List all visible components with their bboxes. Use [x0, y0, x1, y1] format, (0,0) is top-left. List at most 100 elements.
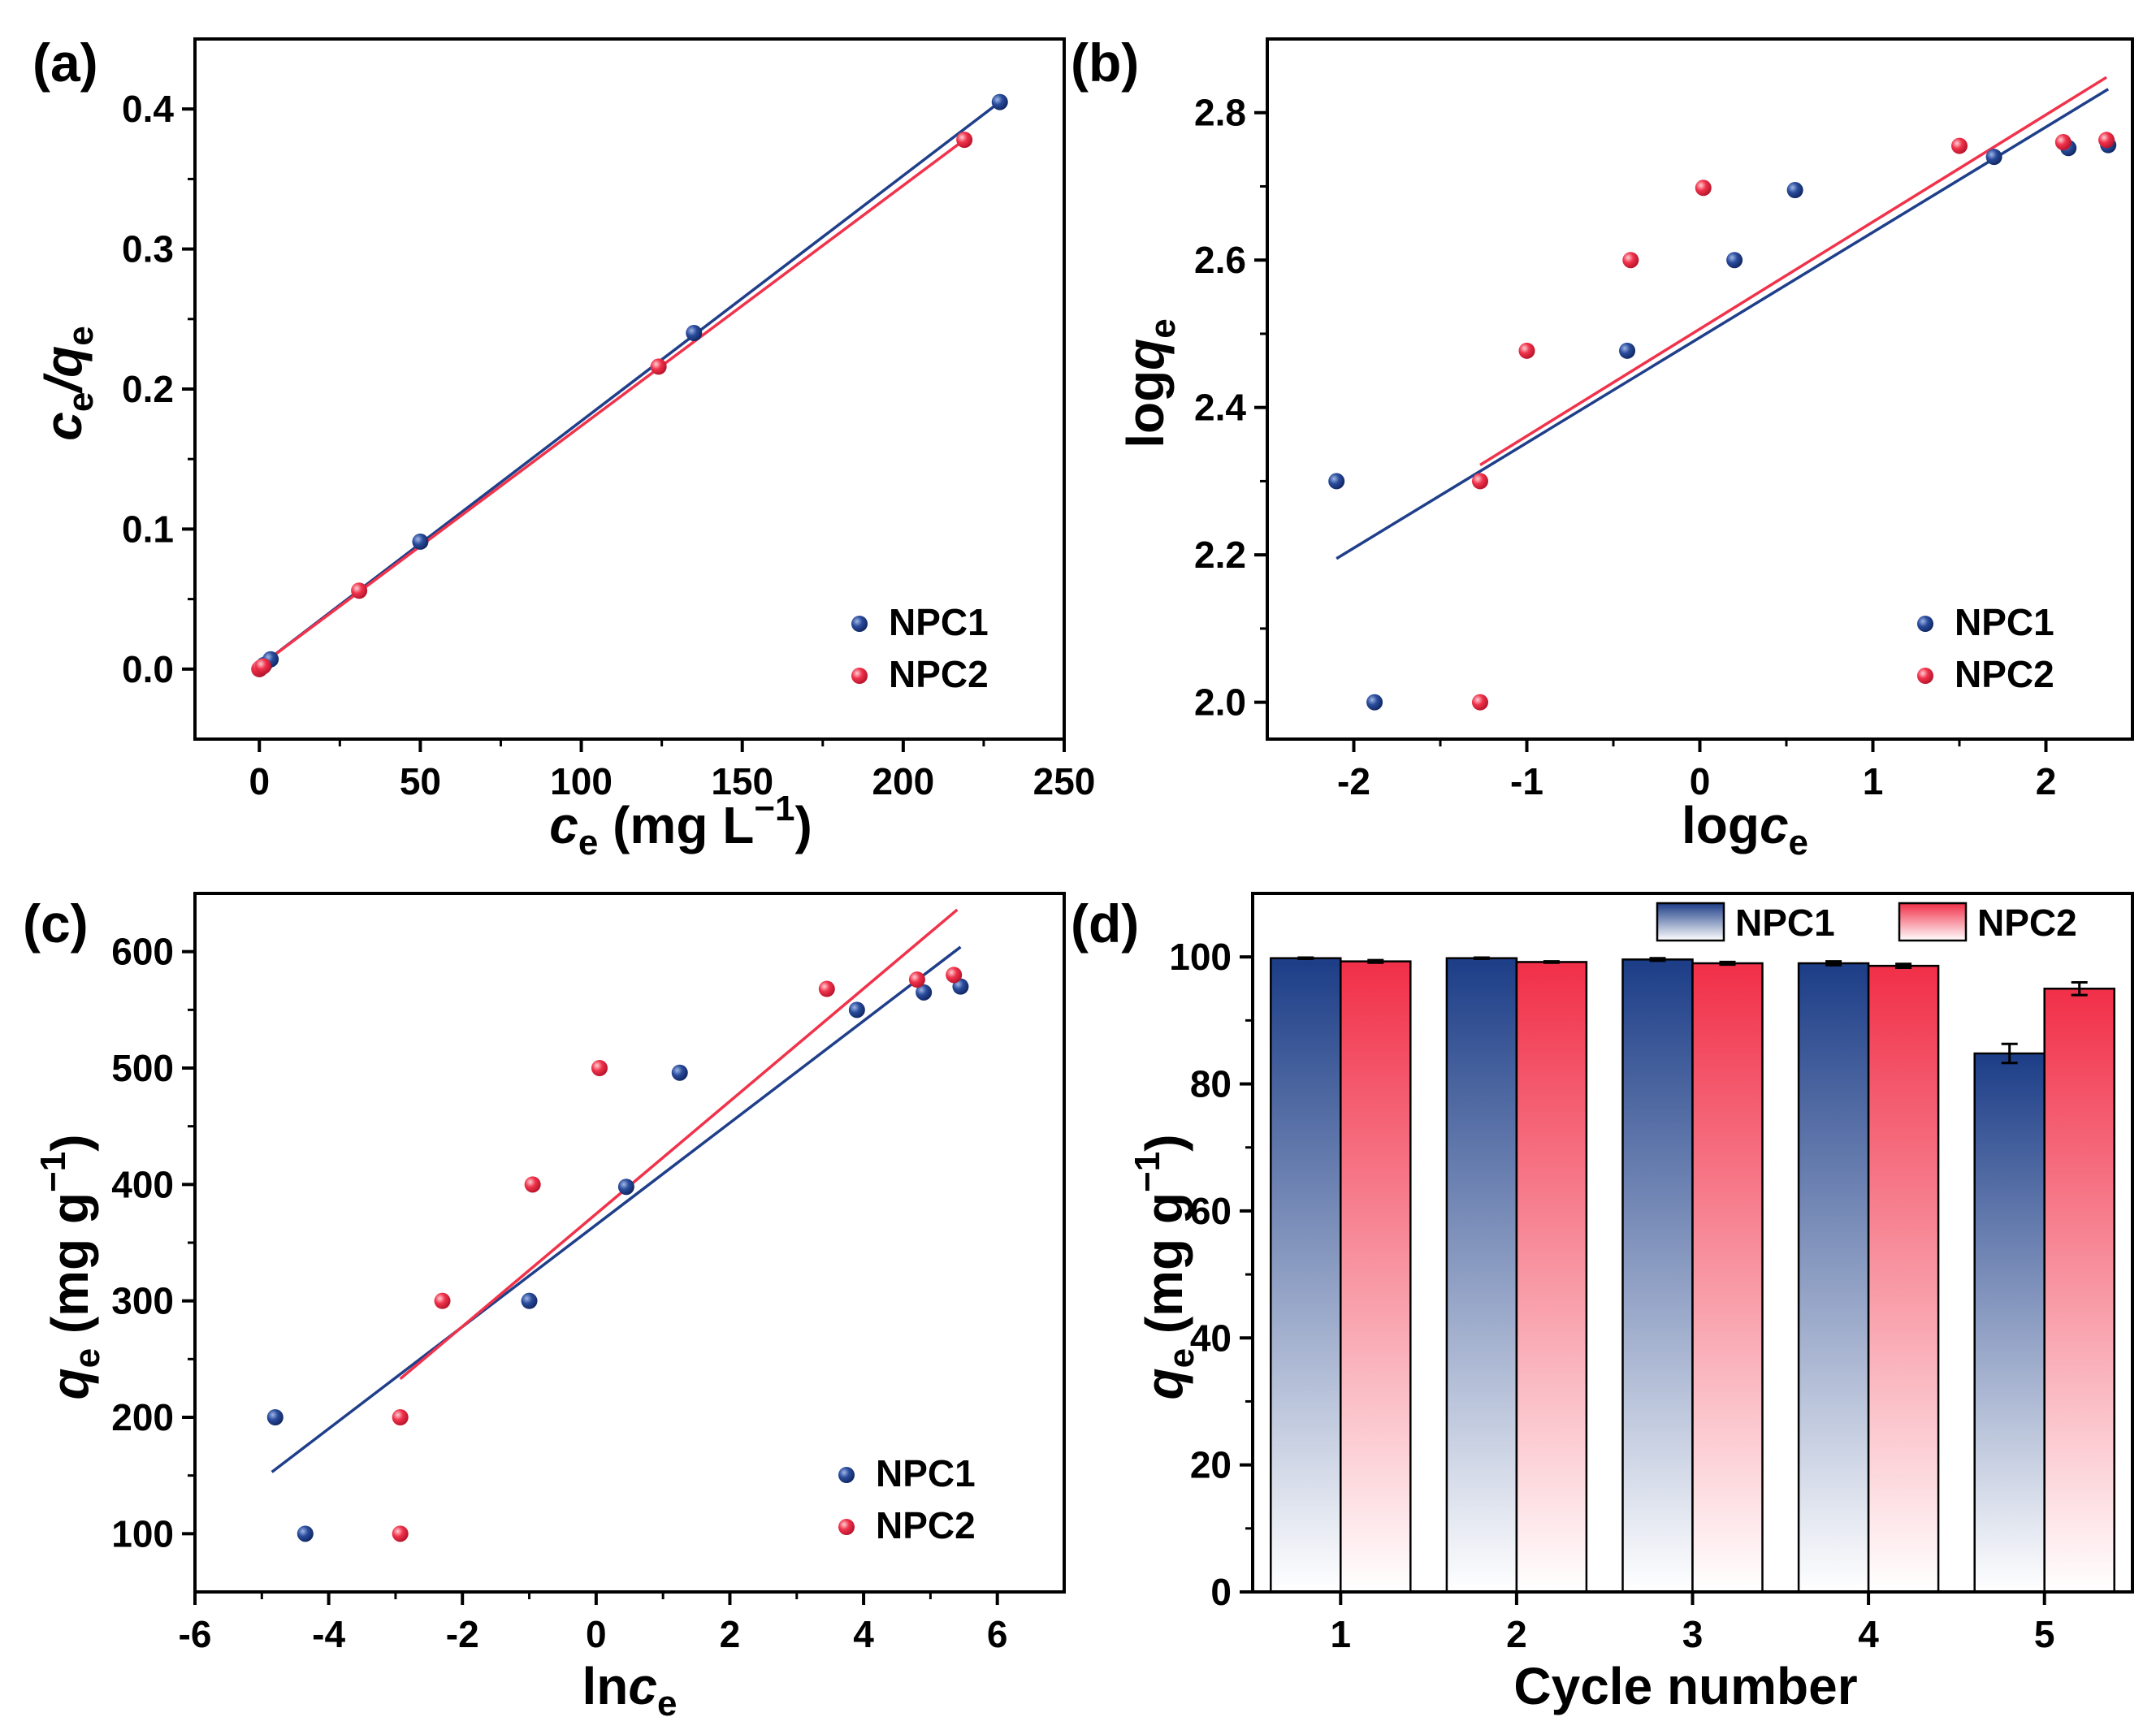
legend-label-npc2-d: NPC2 — [1977, 902, 2077, 944]
legend-marker-npc1-a — [851, 616, 868, 632]
x-tick-label-c: 2 — [720, 1613, 741, 1655]
legend-label-npc1-a: NPC1 — [889, 601, 989, 643]
x-tick-label-a: 150 — [711, 760, 773, 802]
fit-line-npc2-b — [1479, 76, 2107, 466]
y-tick-label-a: 0.3 — [122, 228, 174, 270]
x-tick-label-a: 250 — [1033, 760, 1096, 802]
x-tick-label-b: 2 — [2036, 760, 2057, 802]
panel-c: (c) -6 -4 -2 0 2 4 6 100 200 300 400 500 600 NPC1 NPC2… — [23, 892, 1066, 1724]
bar-npc1-cycle-5 — [1973, 1052, 2046, 1594]
y-axis-title-a: ce/qe — [34, 326, 101, 440]
data-point-npc2-a — [650, 358, 667, 375]
data-point-npc1-b — [1726, 252, 1743, 269]
fit-line-npc1-c — [271, 945, 962, 1473]
bar-npc1-cycle-3 — [1621, 958, 1694, 1594]
data-point-npc2-b — [1695, 179, 1712, 197]
legend-label-npc1-d: NPC1 — [1735, 902, 1835, 944]
x-tick-label-d: 1 — [1331, 1613, 1352, 1655]
data-point-npc2-b — [2098, 132, 2115, 149]
data-point-npc1-c — [848, 1001, 865, 1019]
data-point-npc1-a — [412, 533, 429, 550]
x-tick-label-b: -1 — [1510, 760, 1543, 802]
x-tick-label-b: -2 — [1337, 760, 1370, 802]
data-point-npc1-a — [991, 93, 1008, 110]
legend-swatch-npc2-d — [1898, 902, 1968, 942]
legend-swatch-npc1-d — [1656, 902, 1725, 942]
data-point-npc1-c — [266, 1409, 284, 1425]
data-point-npc2-b — [1951, 137, 1968, 154]
x-tick-label-d: 4 — [1858, 1613, 1879, 1655]
data-point-npc2-b — [1518, 342, 1535, 359]
x-tick-label-d: 5 — [2034, 1613, 2055, 1655]
panel-b: (b) -2 -1 0 1 2 2.0 2.2 2.4 2.6 2.8 NPC1 NPC2 logce… — [1071, 32, 2134, 863]
plot-area-c: -6 -4 -2 0 2 4 6 100 200 300 400 500 600 NPC1 NPC2 — [111, 892, 1066, 1655]
bar-npc2-cycle-5 — [2043, 988, 2115, 1594]
plot-area-d: 1 2 3 4 5 0 20 40 60 80 100 NPC1 NPC2 — [1169, 892, 2134, 1655]
data-point-npc2-c — [392, 1525, 409, 1542]
axes-frame-d — [1251, 892, 2134, 1594]
plot-area-b: -2 -1 0 1 2 2.0 2.2 2.4 2.6 2.8 NPC1 NPC2 — [1194, 37, 2134, 802]
data-point-npc1-c — [617, 1179, 634, 1196]
legend-marker-npc1-c — [838, 1467, 855, 1483]
y-tick-label-a: 0.4 — [122, 88, 174, 130]
x-axis-title-d: Cycle number — [1513, 1657, 1857, 1715]
x-tick-label-a: 0 — [249, 760, 270, 802]
y-tick-label-a: 0.0 — [122, 648, 174, 690]
x-tick-label-c: -2 — [446, 1613, 479, 1655]
data-point-npc2-b — [1622, 252, 1639, 269]
x-axis-title-a: ce (mg L−1) — [549, 789, 812, 863]
data-point-npc2-c — [591, 1060, 608, 1076]
bar-npc1-cycle-1 — [1270, 957, 1342, 1594]
bar-npc1-cycle-2 — [1445, 957, 1518, 1594]
y-tick-label-c: 200 — [111, 1396, 174, 1438]
data-point-npc1-b — [1985, 149, 2002, 166]
data-point-npc2-b — [2054, 134, 2072, 151]
y-tick-label-a: 0.2 — [122, 368, 174, 410]
y-tick-label-d: 100 — [1169, 936, 1232, 978]
y-tick-label-a: 0.1 — [122, 508, 174, 550]
legend-marker-npc2-b — [1917, 668, 1933, 684]
bar-npc2-cycle-4 — [1867, 964, 1940, 1594]
data-point-npc1-b — [1786, 182, 1803, 199]
panel-a: (a) 0 50 100 150 200 250 0.0 0.1 0.2 0.3 0.4 NPC1 NP… — [32, 32, 1095, 863]
fit-line-npc2-a — [258, 138, 966, 668]
x-axis-title-b: logce — [1682, 796, 1808, 863]
x-tick-label-d: 2 — [1506, 1613, 1527, 1655]
data-point-npc1-a — [686, 325, 703, 342]
x-axis-title-c: lnce — [582, 1657, 678, 1724]
panel-d: (d) 1 2 3 4 5 0 20 40 60 80 100 NPC1 NPC2 Cycle numb… — [1071, 892, 2134, 1715]
y-tick-label-b: 2.8 — [1194, 92, 1246, 134]
bar-npc2-cycle-2 — [1515, 961, 1588, 1594]
data-point-npc2-c — [818, 980, 835, 997]
data-point-npc1-c — [916, 984, 933, 1001]
y-axis-title-c: qe (mg g−1) — [33, 1134, 107, 1399]
panel-label-b: (b) — [1071, 32, 1139, 93]
x-tick-label-c: 6 — [987, 1613, 1008, 1655]
y-tick-label-c: 400 — [111, 1163, 174, 1205]
y-tick-label-b: 2.2 — [1194, 534, 1246, 576]
y-tick-label-c: 300 — [111, 1280, 174, 1322]
data-point-npc1-c — [297, 1525, 314, 1542]
panel-label-c: (c) — [23, 893, 89, 954]
data-point-npc2-c — [908, 971, 925, 988]
legend-label-npc1-b: NPC1 — [1955, 601, 2054, 643]
y-axis-title-d: qe (mg g−1) — [1128, 1134, 1201, 1399]
x-tick-label-b: 1 — [1863, 760, 1884, 802]
x-tick-label-c: -6 — [179, 1613, 212, 1655]
bar-npc2-cycle-3 — [1691, 962, 1764, 1594]
y-tick-label-c: 600 — [111, 931, 174, 973]
data-point-npc2-b — [1471, 473, 1488, 490]
legend-marker-npc1-b — [1917, 616, 1933, 632]
data-point-npc2-c — [434, 1292, 451, 1309]
y-tick-label-b: 2.6 — [1194, 239, 1246, 281]
x-tick-label-c: 0 — [586, 1613, 607, 1655]
legend-label-npc2-c: NPC2 — [876, 1504, 976, 1546]
y-tick-label-d: 60 — [1190, 1190, 1232, 1232]
data-point-npc2-a — [351, 582, 368, 599]
x-tick-label-d: 3 — [1682, 1613, 1704, 1655]
y-tick-label-c: 100 — [111, 1512, 174, 1555]
x-tick-label-a: 100 — [550, 760, 613, 802]
fit-line-npc1-a — [258, 101, 1001, 668]
data-point-npc1-b — [1366, 694, 1383, 711]
